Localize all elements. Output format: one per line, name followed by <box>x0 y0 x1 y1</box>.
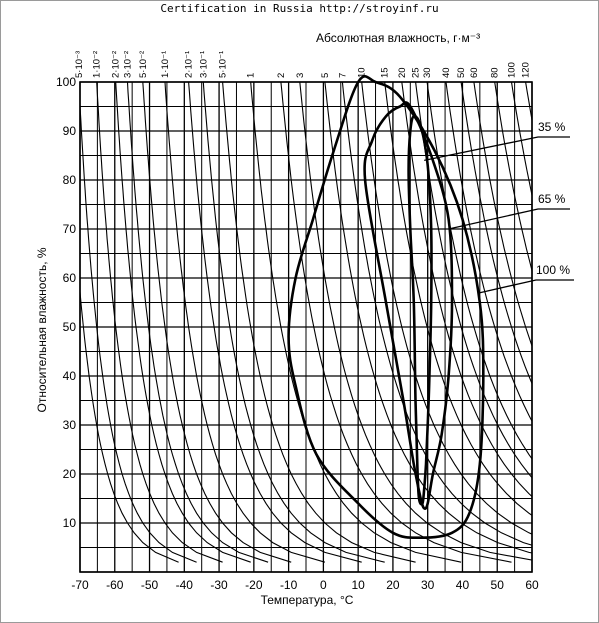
absolute-humidity-isoline <box>126 82 269 563</box>
absolute-humidity-isoline <box>280 82 512 563</box>
x-tick-label: 60 <box>525 578 539 592</box>
absolute-humidity-isoline <box>96 82 223 563</box>
x-tick-label: -10 <box>280 578 298 592</box>
absolute-humidity-isoline <box>202 82 385 563</box>
absolute-humidity-isoline <box>324 82 532 554</box>
climate-curve <box>363 101 454 510</box>
top-tick-label: 3·10⁻¹ <box>198 51 209 78</box>
x-tick-label: -20 <box>245 578 263 592</box>
top-tick-label: 3 <box>295 73 306 78</box>
x-tick-label: 20 <box>386 578 400 592</box>
absolute-humidity-isoline <box>401 82 532 498</box>
absolute-humidity-isoline <box>142 82 292 563</box>
top-tick-label: 7 <box>337 73 348 78</box>
x-tick-label: 40 <box>456 578 470 592</box>
top-tick-label: 15 <box>380 67 391 78</box>
x-tick-label: -70 <box>71 578 89 592</box>
y-tick-label: 60 <box>63 271 77 285</box>
absolute-humidity-isoline <box>341 82 532 546</box>
curve-label: 35 % <box>538 120 566 134</box>
top-tick-label: 60 <box>469 67 480 78</box>
x-axis-label: Температура, °С <box>261 593 354 607</box>
top-tick-label: 25 <box>411 67 422 78</box>
climate-curves: 35 % 65 % 100 % <box>287 75 574 540</box>
top-tick-label: 5 <box>320 73 331 78</box>
y-tick-label: 10 <box>63 516 77 530</box>
top-tick-label: 120 <box>521 62 532 78</box>
curve-leader-line <box>479 279 574 294</box>
y-tick-label: 90 <box>63 124 77 138</box>
absolute-humidity-isoline <box>361 82 532 535</box>
climate-curve <box>287 75 485 540</box>
absolute-humidity-isoline <box>510 82 532 198</box>
y-tick-label: 50 <box>63 320 77 334</box>
absolute-humidity-isolines <box>80 82 532 563</box>
absolute-humidity-isoline <box>473 82 532 348</box>
curve-label: 65 % <box>538 192 566 206</box>
absolute-humidity-isoline <box>80 285 179 563</box>
absolute-humidity-isoline <box>415 82 532 479</box>
absolute-humidity-isoline <box>80 94 197 563</box>
x-tick-label: -50 <box>141 578 159 592</box>
top-tick-label: 1·10⁻¹ <box>160 51 171 78</box>
top-tick-label: 10 <box>357 67 368 78</box>
top-tick-label: 80 <box>490 67 501 78</box>
x-tick-label: 0 <box>320 578 327 592</box>
curve-leader-line <box>424 136 570 162</box>
top-tick-label: 40 <box>441 67 452 78</box>
watermark-text: Certification in Russia http://stroyinf.… <box>160 2 439 15</box>
top-tick-label: 5·10⁻³ <box>74 51 85 78</box>
curve-leader-line <box>448 208 570 230</box>
absolute-humidity-isoline <box>525 82 532 124</box>
absolute-humidity-isoline <box>115 82 251 563</box>
top-tick-label: 2·10⁻¹ <box>184 51 195 78</box>
absolute-humidity-isoline <box>426 82 532 460</box>
top-tick-label: 30 <box>422 67 433 78</box>
top-tick-label: 5·10⁻¹ <box>218 51 229 78</box>
plot-border <box>79 81 533 573</box>
top-tick-label: 3·10⁻² <box>123 51 134 78</box>
tick-labels: 5·10⁻³ 1·10⁻² 2·10⁻² 3·10⁻² 5·10⁻² 1·10⁻¹ 2·10… <box>56 51 539 592</box>
absolute-humidity-isoline <box>384 82 532 516</box>
y-tick-label: 100 <box>56 75 76 89</box>
grid-lines <box>79 81 533 573</box>
absolute-humidity-isoline <box>250 82 462 563</box>
x-tick-label: -30 <box>210 578 228 592</box>
curve-label: 100 % <box>536 263 570 277</box>
y-tick-label: 80 <box>63 173 77 187</box>
top-tick-label: 2 <box>276 73 287 78</box>
absolute-humidity-isoline <box>164 82 326 563</box>
top-tick-label: 50 <box>456 67 467 78</box>
top-axis-label: Абсолютная влажность, г·м⁻³ <box>316 31 480 45</box>
top-tick-label: 1·10⁻² <box>92 51 103 78</box>
x-tick-label: -60 <box>106 578 124 592</box>
absolute-humidity-isoline <box>445 82 532 423</box>
climate-curve <box>407 114 433 506</box>
absolute-humidity-isoline <box>460 82 532 386</box>
y-tick-label: 70 <box>63 222 77 236</box>
top-tick-label: 1 <box>246 73 257 78</box>
y-axis-label: Относительная влажность, % <box>35 247 49 412</box>
absolute-humidity-isoline <box>188 82 362 563</box>
x-tick-label: 30 <box>421 578 435 592</box>
top-tick-label: 2·10⁻² <box>111 51 122 78</box>
x-tick-label: 50 <box>491 578 505 592</box>
y-tick-label: 30 <box>63 418 77 432</box>
top-tick-label: 5·10⁻² <box>138 51 149 78</box>
absolute-humidity-isoline <box>299 82 532 561</box>
x-tick-label: -40 <box>176 578 194 592</box>
y-tick-label: 40 <box>63 369 77 383</box>
absolute-humidity-isoline <box>494 82 532 273</box>
y-tick-label: 20 <box>63 467 77 481</box>
absolute-humidity-isoline <box>222 82 416 563</box>
x-tick-label: 10 <box>351 578 365 592</box>
top-tick-label: 100 <box>507 62 518 78</box>
top-tick-label: 20 <box>397 67 408 78</box>
